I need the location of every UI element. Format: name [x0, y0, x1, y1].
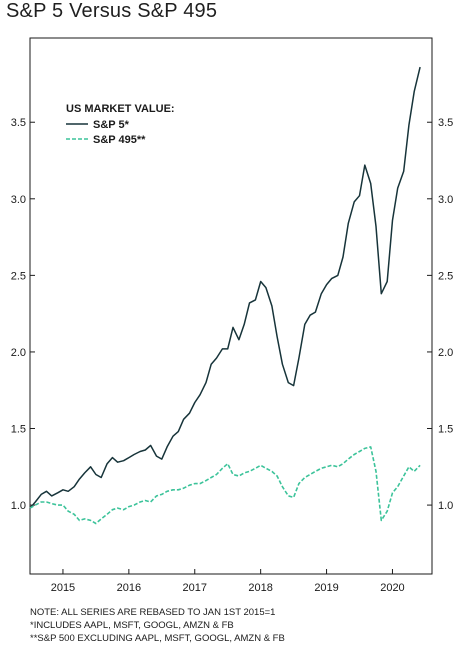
- y-tick-label-right: 2.5: [438, 270, 453, 282]
- series-line-sp5: [29, 66, 421, 509]
- y-tick-label-left: 2.5: [11, 270, 26, 282]
- series-group: [29, 66, 421, 525]
- x-tick-label: 2015: [51, 582, 75, 594]
- x-tick-label: 2017: [183, 582, 207, 594]
- y-tick-label-left: 3.5: [11, 117, 26, 129]
- y-tick-label-left: 1.0: [11, 500, 26, 512]
- chart-title: S&P 5 Versus S&P 495: [6, 0, 218, 22]
- x-tick-label: 2016: [117, 582, 141, 594]
- x-tick-label: 2019: [314, 582, 338, 594]
- y-axis-left: 1.0 1.5 2.0 2.5 3.0 3.5: [11, 117, 35, 512]
- y-tick-label-left: 3.0: [11, 194, 26, 206]
- legend-label-sp495: S&P 495**: [93, 134, 146, 146]
- y-tick-label-right: 3.5: [438, 117, 453, 129]
- y-tick-label-right: 3.0: [438, 194, 453, 206]
- chart: 1.0 1.5 2.0 2.5 3.0 3.5 1.0 1.5 2.0 2.5 3.0 3.5 20…: [11, 37, 453, 594]
- x-axis: 2015 2016 2017 2018 2019 2020: [51, 569, 405, 594]
- y-axis-right: 1.0 1.5 2.0 2.5 3.0 3.5: [427, 117, 453, 512]
- series-line-sp495: [29, 446, 421, 525]
- footnote-sp5: *INCLUDES AAPL, MSFT, GOOGL, AMZN & FB: [30, 620, 234, 631]
- y-tick-label-left: 2.0: [11, 347, 26, 359]
- legend: US MARKET VALUE: S&P 5* S&P 495**: [66, 103, 175, 146]
- y-tick-label-right: 1.0: [438, 500, 453, 512]
- plot-frame: [29, 37, 433, 575]
- y-tick-label-left: 1.5: [11, 424, 26, 436]
- x-tick-label: 2018: [248, 582, 272, 594]
- legend-label-sp5: S&P 5*: [93, 119, 130, 131]
- x-tick-label: 2020: [380, 582, 404, 594]
- y-tick-label-right: 2.0: [438, 347, 453, 359]
- footnote-rebased: NOTE: ALL SERIES ARE REBASED TO JAN 1ST …: [30, 607, 276, 618]
- footnote-sp495: **S&P 500 EXCLUDING AAPL, MSFT, GOOGL, A…: [30, 633, 285, 644]
- legend-title: US MARKET VALUE:: [66, 103, 175, 115]
- y-tick-label-right: 1.5: [438, 424, 453, 436]
- footnotes: NOTE: ALL SERIES ARE REBASED TO JAN 1ST …: [30, 606, 285, 645]
